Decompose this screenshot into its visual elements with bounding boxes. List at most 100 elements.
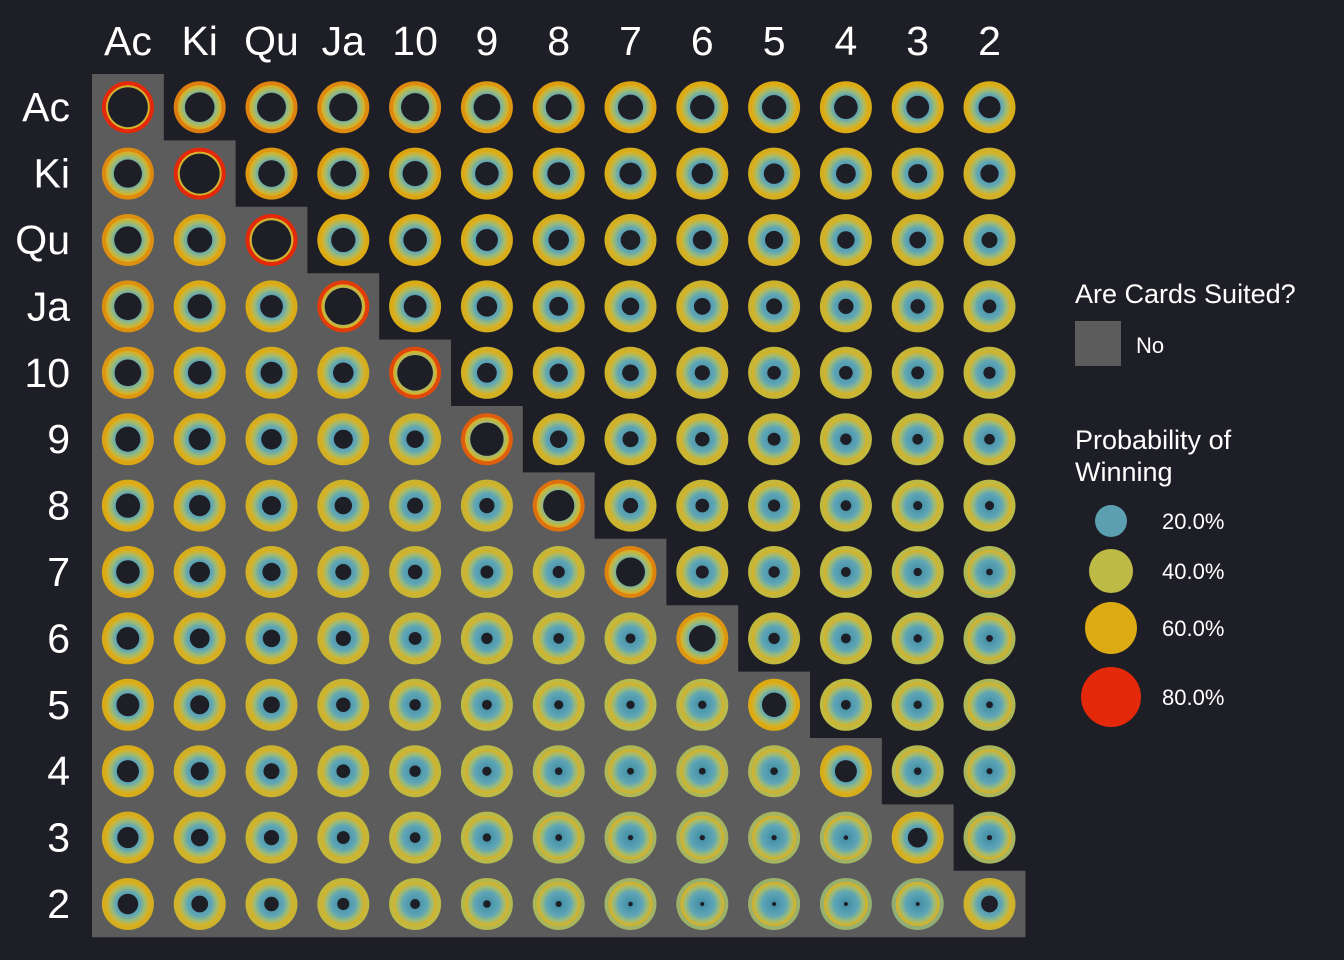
y-tick-label: 6 [47,615,70,661]
hand-cell [460,479,513,532]
hand-cell [819,280,872,333]
ring-hole [335,564,352,580]
ring-hole [262,496,281,516]
ring-hole [187,361,212,385]
ring-hole [555,900,562,908]
x-axis-ticks: Ac Ki Qu Ja 10 9 8 7 6 5 4 3 2 [104,18,1001,64]
ring-hole [913,700,922,709]
hand-cell [963,811,1016,864]
hand-cell [963,413,1016,466]
ring-hole [627,834,634,841]
ring-hole [481,699,492,710]
ring-hole [406,430,424,448]
ring-hole [548,229,569,251]
ring-hole [981,232,998,248]
ring-hole [188,428,211,451]
ring-hole [772,902,777,906]
y-tick-label: 3 [47,815,70,861]
hand-cell [245,678,298,731]
hand-cell [389,479,442,532]
hand-cell [101,546,154,598]
hand-cell [245,81,298,134]
hand-cell [532,546,585,598]
ring-hole [695,565,709,579]
ring-hole [476,296,498,317]
ring-hole [986,834,993,841]
ring-hole [907,827,928,848]
ring-hole [189,494,211,517]
hand-cell [101,280,154,333]
hand-cell [317,280,370,333]
probability-legend-keys: 20.0% 40.0% 60.0% 80.0% [1081,505,1224,727]
ring-hole [107,87,148,128]
hand-cell [819,147,872,200]
ring-hole [699,834,705,841]
ring-hole [190,828,209,847]
ring-hole [331,227,356,253]
ring-hole [324,287,362,326]
hand-cell [963,612,1016,665]
hand-cell [532,878,585,930]
ring-hole [911,366,925,380]
hand-cell [963,214,1016,266]
y-tick-label: Qu [15,217,70,263]
ring-hole [263,763,280,780]
ring-hole [115,493,141,518]
ring-hole [909,231,927,249]
hand-cell [389,546,442,598]
ring-hole [333,362,354,384]
ring-hole [763,163,785,184]
ring-hole [329,93,358,122]
hand-cell [819,546,872,598]
ring-hole [840,633,851,644]
hand-cell [604,413,657,466]
hand-cell [819,346,872,399]
x-tick-label: Ja [322,18,366,64]
hand-cell [748,214,801,266]
ring-hole [470,422,504,456]
ring-hole [691,162,713,185]
hand-cell [245,413,298,466]
hand-cell [245,745,298,798]
ring-hole [915,902,920,906]
hand-cells [101,81,1016,930]
suited-legend-key-no [1075,321,1121,366]
hand-cell [891,346,944,399]
hand-cell [460,413,513,466]
ring-hole [479,498,495,514]
hand-cell [173,612,226,665]
ring-hole [980,164,999,183]
ring-hole [554,767,563,775]
ring-hole [766,298,783,315]
hand-cell [245,479,298,532]
y-tick-label: 7 [47,549,70,595]
ring-hole [115,426,141,452]
ring-hole [906,95,930,119]
hand-cell [101,612,154,665]
hand-cell [676,147,729,200]
ring-hole [262,562,281,582]
ring-hole [770,767,778,775]
hand-cell [101,81,154,134]
ring-hole [117,893,139,915]
hand-cell [676,280,729,333]
ring-hole [913,767,922,775]
hand-cell [676,479,729,532]
ring-hole [840,500,852,511]
ring-hole [335,630,351,647]
ring-hole [986,634,993,642]
ring-hole [627,767,634,775]
hand-cell [748,878,801,930]
hand-cell [819,745,872,798]
ring-hole [693,298,711,315]
hand-cell [676,678,729,731]
ring-hole [330,160,357,187]
suited-legend-title: Are Cards Suited? [1075,279,1296,309]
hand-cell [532,479,585,532]
y-tick-label: 4 [47,748,70,794]
hand-cell [748,612,801,665]
ring-hole [547,162,571,186]
ring-hole [263,830,280,846]
x-tick-label: Ki [181,18,217,64]
